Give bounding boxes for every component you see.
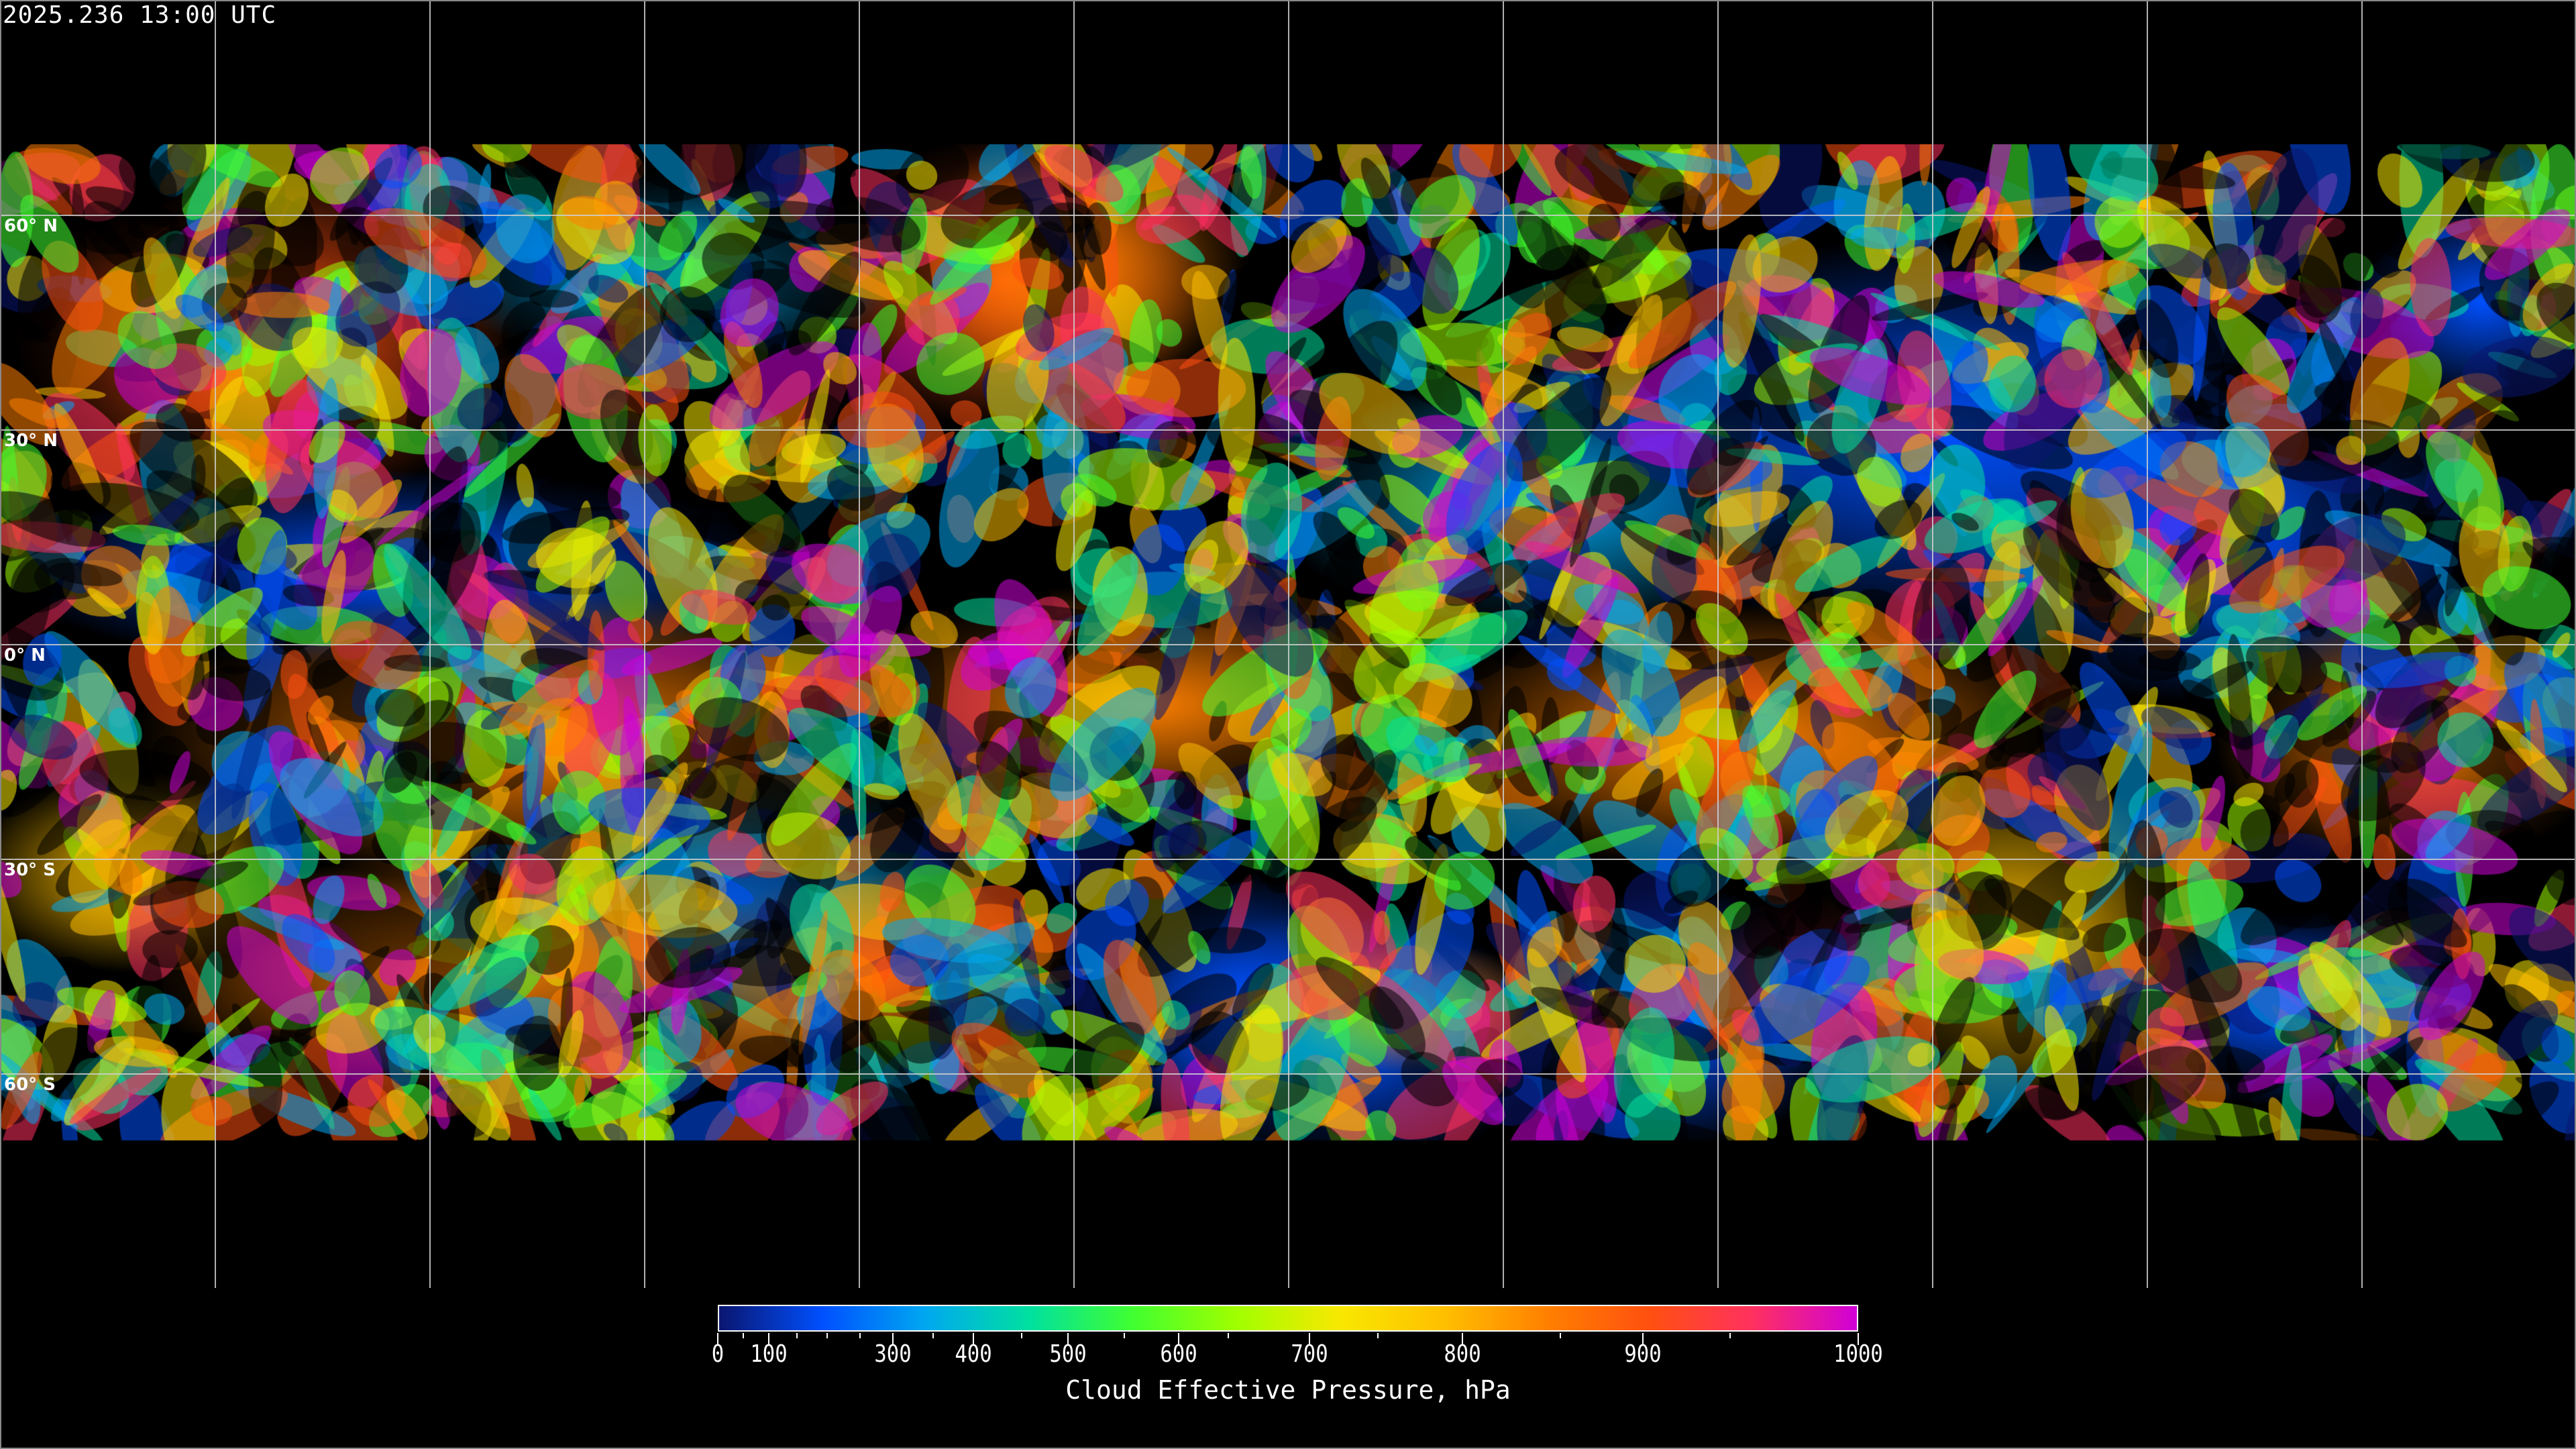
colorbar-minor-tick <box>1227 1333 1229 1338</box>
colorbar-major-tick <box>717 1333 718 1345</box>
lat-label-60s: 60° S <box>4 1075 56 1095</box>
colorbar-major-tick <box>1642 1333 1644 1345</box>
lat-label-30s: 30° S <box>4 860 56 880</box>
colorbar-minor-tick <box>932 1333 934 1338</box>
colorbar-minor-tick <box>743 1333 745 1338</box>
colorbar-minor-tick <box>1021 1333 1023 1338</box>
colorbar-major-tick <box>1309 1333 1311 1345</box>
colorbar-major-tick <box>972 1333 974 1345</box>
colorbar-major-tick <box>1858 1333 1859 1345</box>
colorbar-major-tick <box>1067 1333 1069 1345</box>
parallel-line <box>0 429 2576 431</box>
colorbar-minor-tick <box>796 1333 798 1338</box>
colorbar-minor-tick <box>859 1333 861 1338</box>
colorbar-major-tick <box>1462 1333 1464 1345</box>
colorbar-major-tick <box>1178 1333 1180 1345</box>
parallel-line <box>0 1073 2576 1075</box>
timestamp-title: 2025.236 13:00 UTC <box>3 1 277 29</box>
colorbar-major-tick <box>892 1333 894 1345</box>
cloud-pressure-map: 60° N 30° N 0° N 30° S 60° S <box>0 0 2576 1288</box>
parallel-line <box>0 644 2576 645</box>
lat-label-60n: 60° N <box>4 216 58 236</box>
lat-label-30n: 30° N <box>4 431 58 451</box>
parallel-line <box>0 859 2576 860</box>
colorbar-major-tick <box>767 1333 769 1345</box>
colorbar-tick-label: 0 <box>711 1340 724 1368</box>
parallel-line <box>0 215 2576 216</box>
lat-label-0n: 0° N <box>4 645 46 665</box>
colorbar <box>718 1305 1858 1332</box>
colorbar-minor-tick <box>1124 1333 1126 1338</box>
colorbar-minor-tick <box>1377 1333 1379 1338</box>
colorbar-minor-tick <box>1729 1333 1731 1338</box>
colorbar-minor-tick <box>1559 1333 1561 1338</box>
colorbar-minor-tick <box>826 1333 828 1338</box>
colorbar-title: Cloud Effective Pressure, hPa <box>1065 1375 1511 1405</box>
